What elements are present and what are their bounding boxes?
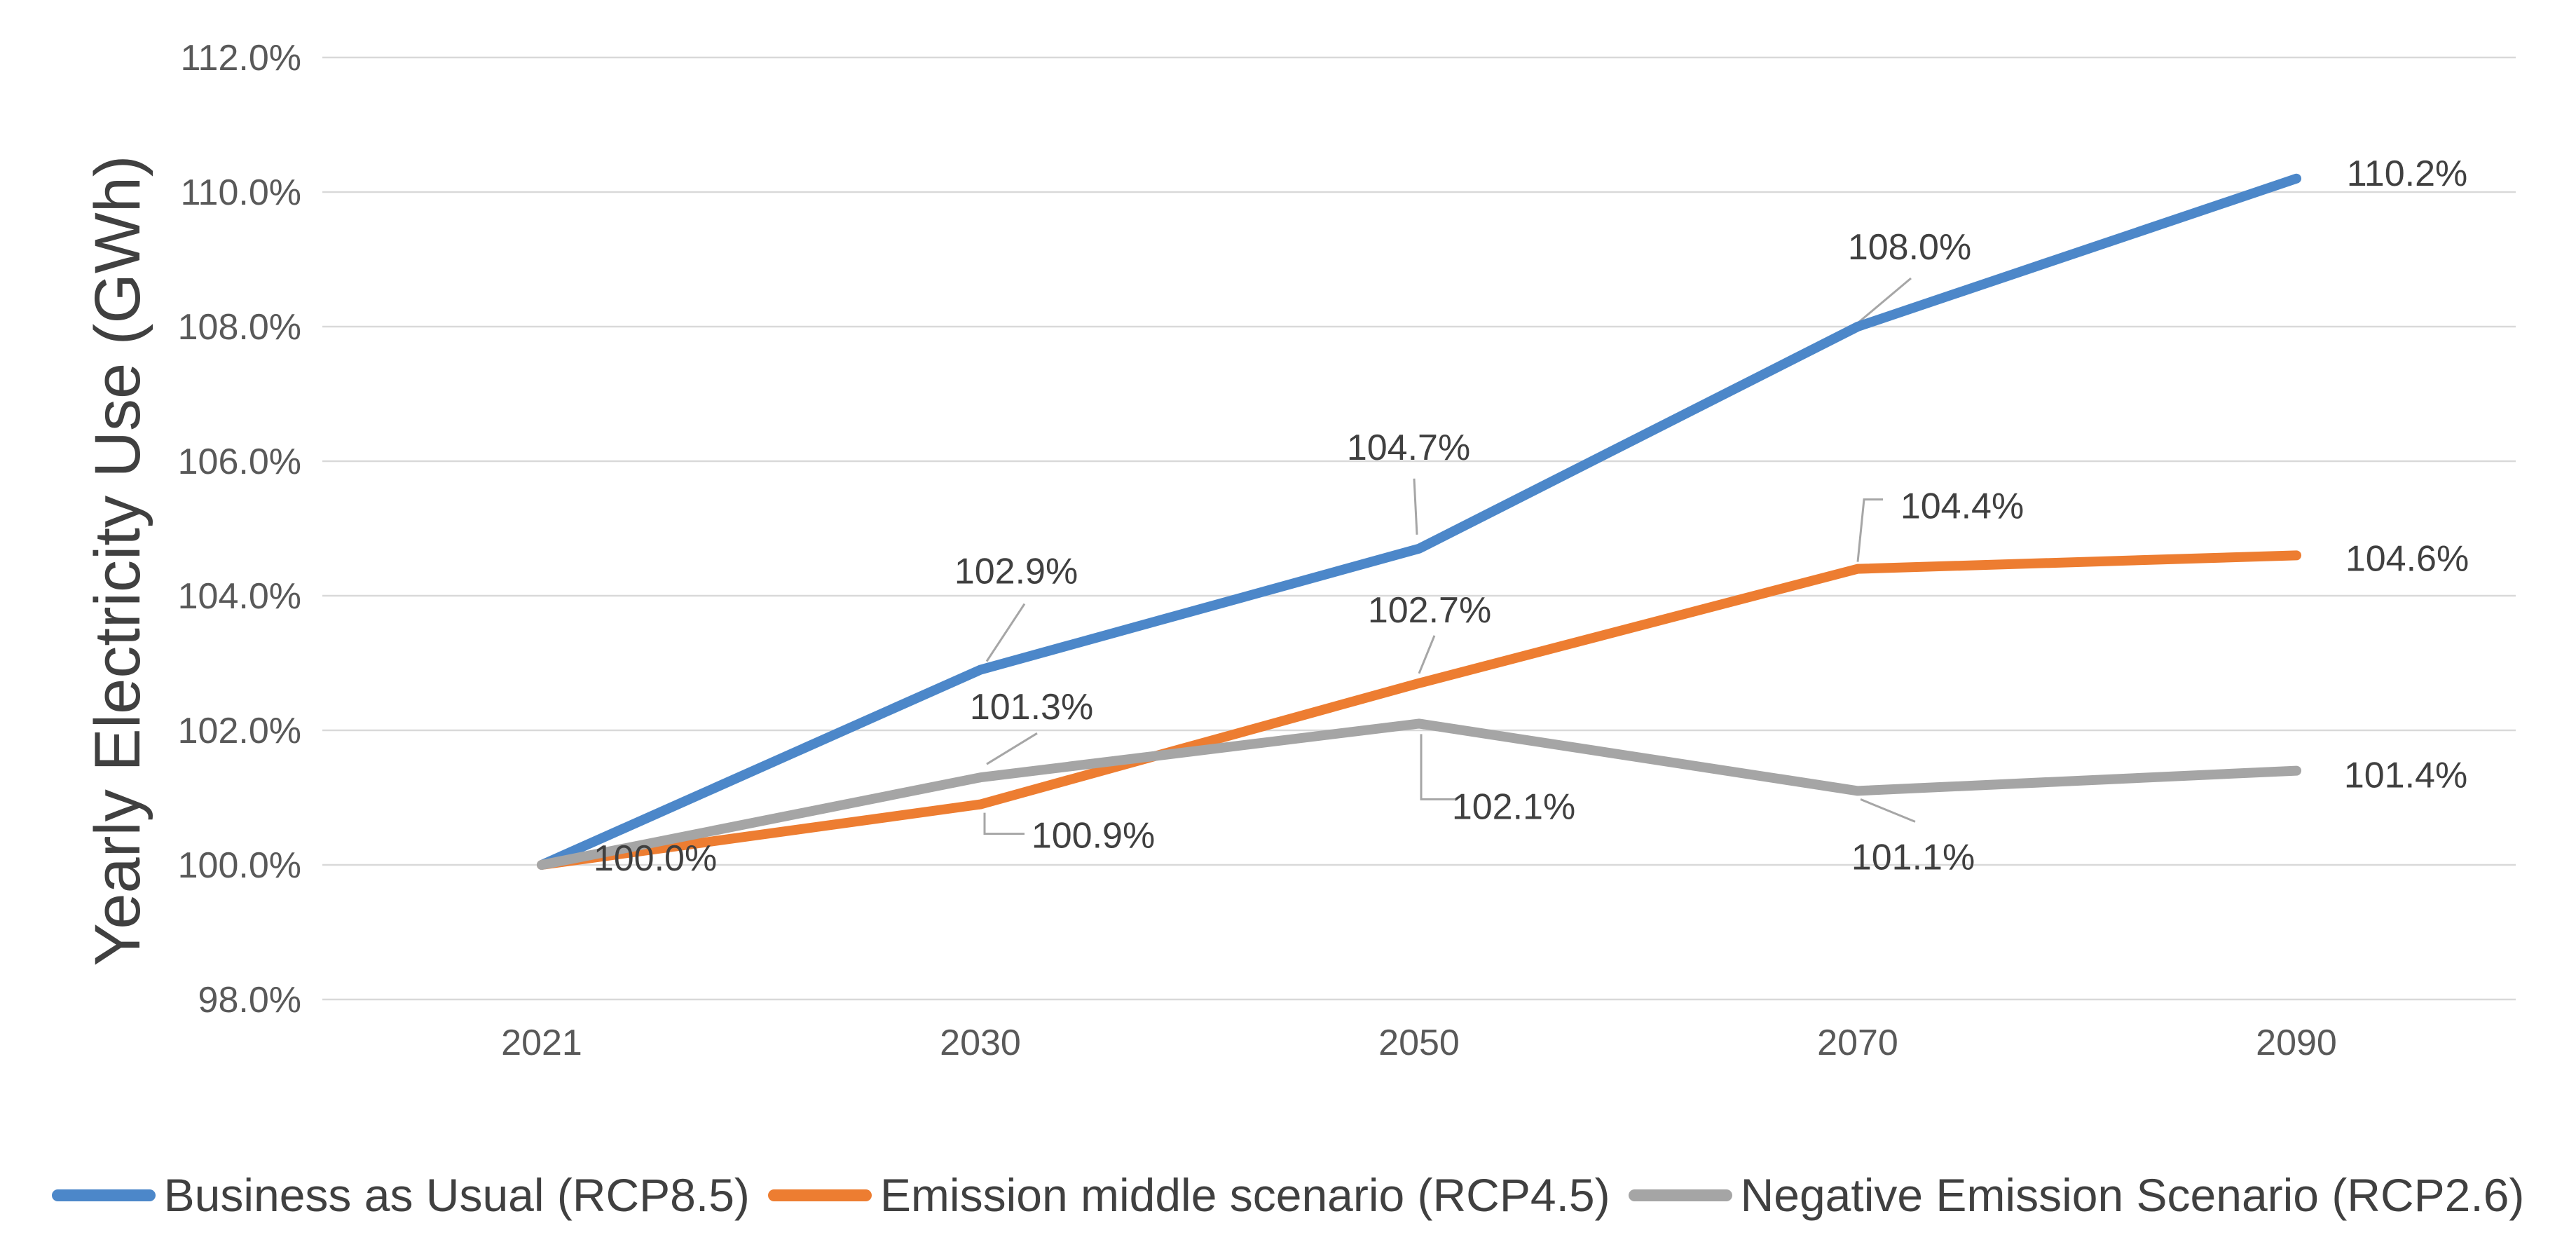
- x-tick-label: 2050: [1378, 1023, 1460, 1063]
- legend-item-business-as-usual: Business as Usual (RCP8.5): [51, 1168, 750, 1222]
- y-tick-label: 108.0%: [178, 307, 301, 348]
- y-tick-label: 110.0%: [180, 172, 301, 213]
- x-tick-label: 2070: [1817, 1023, 1898, 1063]
- y-tick-label: 102.0%: [178, 711, 301, 751]
- data-label-leader-line: [1413, 478, 1418, 535]
- data-label-leader-line: [983, 812, 1025, 835]
- y-tick-label: 106.0%: [178, 442, 301, 482]
- data-label: 100.0%: [594, 838, 717, 879]
- data-label-leader-line: [986, 732, 1038, 765]
- legend-label: Negative Emission Scenario (RCP2.6): [1740, 1169, 2525, 1221]
- y-tick-label: 104.0%: [178, 576, 301, 617]
- data-label-leader-line: [1856, 498, 1883, 562]
- data-label-leader-line: [1860, 798, 1916, 823]
- y-axis-title: Yearly Electricity Use (GWh): [82, 155, 153, 967]
- data-label: 108.0%: [1848, 227, 1971, 268]
- series-line-2: [537, 718, 2301, 870]
- data-label-leader-line: [985, 603, 1026, 662]
- data-label-leader-line: [1858, 277, 1912, 324]
- legend-label: Business as Usual (RCP8.5): [163, 1169, 750, 1221]
- data-label: 102.7%: [1368, 590, 1491, 631]
- data-label: 104.4%: [1900, 486, 2024, 527]
- x-tick-label: 2030: [940, 1023, 1021, 1063]
- legend-swatch-emission-middle: [767, 1189, 872, 1201]
- series-line-0: [537, 173, 2301, 870]
- data-label-leader-line: [1418, 635, 1436, 674]
- data-label: 102.1%: [1452, 786, 1575, 827]
- legend-label: Emission middle scenario (RCP4.5): [879, 1169, 1610, 1221]
- legend-item-emission-middle: Emission middle scenario (RCP4.5): [767, 1168, 1610, 1222]
- legend: Business as Usual (RCP8.5) Emission midd…: [0, 1160, 2576, 1230]
- data-label: 100.9%: [1032, 816, 1155, 856]
- legend-item-negative-emission: Negative Emission Scenario (RCP2.6): [1628, 1168, 2525, 1222]
- x-tick-label: 2090: [2256, 1023, 2337, 1063]
- data-label-leader-line: [1420, 734, 1458, 800]
- data-label: 101.3%: [970, 687, 1093, 728]
- x-tick-label: 2021: [501, 1023, 582, 1063]
- legend-swatch-negative-emission: [1628, 1189, 1732, 1201]
- data-label: 102.9%: [954, 552, 1078, 592]
- series-line-1: [537, 550, 2301, 870]
- y-tick-label: 112.0%: [180, 38, 301, 78]
- y-tick-label: 100.0%: [178, 845, 301, 886]
- data-label: 110.2%: [2347, 153, 2468, 194]
- data-label: 101.4%: [2344, 756, 2467, 796]
- y-tick-label: 98.0%: [198, 980, 301, 1020]
- data-label: 104.6%: [2345, 538, 2469, 579]
- data-label: 101.1%: [1851, 837, 1975, 878]
- legend-swatch-business-as-usual: [51, 1189, 156, 1201]
- data-label: 104.7%: [1347, 428, 1470, 468]
